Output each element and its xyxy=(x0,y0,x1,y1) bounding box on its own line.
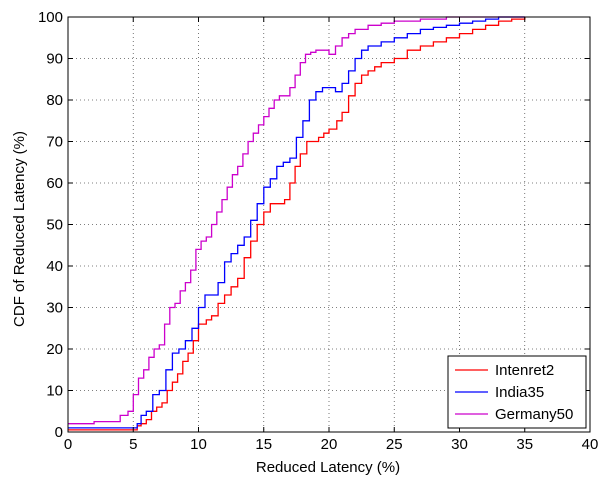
x-tick-label: 0 xyxy=(64,436,72,453)
x-tick-label: 5 xyxy=(129,436,137,453)
y-tick-label: 80 xyxy=(46,92,63,109)
y-tick-label: 60 xyxy=(46,175,63,192)
legend-label-germany50: Germany50 xyxy=(495,406,573,423)
y-axis-label: CDF of Reduced Latency (%) xyxy=(11,131,28,327)
y-tick-label: 0 xyxy=(55,424,63,441)
y-tick-label: 100 xyxy=(38,9,63,26)
x-tick-label: 15 xyxy=(255,436,272,453)
x-tick-label: 35 xyxy=(516,436,533,453)
series-line-germany50 xyxy=(68,16,525,425)
y-tick-label: 90 xyxy=(46,51,63,68)
y-tick-label: 70 xyxy=(46,134,63,151)
x-tick-label: 10 xyxy=(190,436,207,453)
axis-ticks: 0 5 10 15 20 25 30 35 40 0 10 20 30 40 50 60 70 80 90 100 xyxy=(38,9,598,453)
x-tick-label: 20 xyxy=(321,436,338,453)
x-tick-label: 30 xyxy=(451,436,468,453)
series-line-india35 xyxy=(68,16,525,429)
legend-label-india35: India35 xyxy=(495,384,544,401)
legend-label-intenret2: Intenret2 xyxy=(495,362,554,379)
grid xyxy=(68,17,590,432)
y-tick-label: 10 xyxy=(46,383,63,400)
legend: Intenret2 India35 Germany50 xyxy=(447,355,587,429)
x-tick-label: 25 xyxy=(386,436,403,453)
y-tick-label: 50 xyxy=(46,217,63,234)
series-line-intenret2 xyxy=(68,17,526,431)
y-tick-label: 20 xyxy=(46,341,63,358)
x-axis-label: Reduced Latency (%) xyxy=(256,459,400,475)
x-tick-label: 40 xyxy=(582,436,599,453)
series-lines xyxy=(68,16,526,431)
y-tick-label: 40 xyxy=(46,258,63,275)
y-tick-label: 30 xyxy=(46,300,63,317)
